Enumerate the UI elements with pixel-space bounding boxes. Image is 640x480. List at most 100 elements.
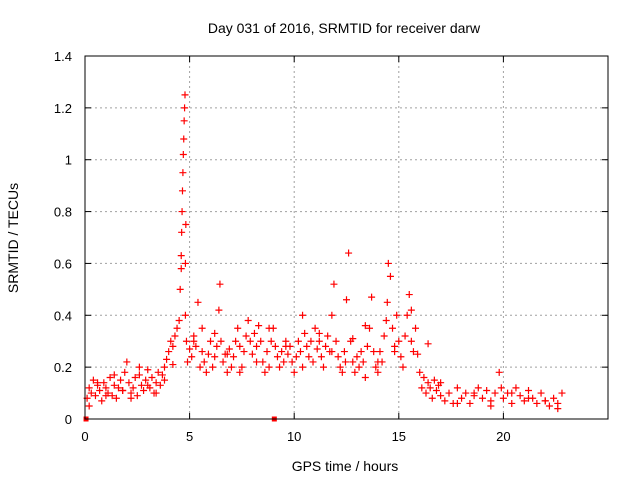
data-point bbox=[353, 353, 361, 361]
data-point bbox=[537, 389, 545, 397]
data-point bbox=[133, 392, 141, 400]
data-point bbox=[100, 379, 108, 387]
data-point bbox=[137, 381, 145, 389]
data-point bbox=[533, 399, 541, 407]
data-point bbox=[495, 368, 503, 376]
data-point bbox=[87, 389, 95, 397]
data-point bbox=[263, 348, 271, 356]
data-point bbox=[374, 368, 382, 376]
data-point bbox=[330, 280, 338, 288]
data-point bbox=[428, 394, 436, 402]
data-point bbox=[154, 368, 162, 376]
data-point bbox=[123, 358, 131, 366]
data-point bbox=[175, 316, 183, 324]
data-point bbox=[430, 376, 438, 384]
data-point bbox=[407, 306, 415, 314]
data-point bbox=[366, 324, 374, 332]
data-point bbox=[248, 350, 256, 358]
data-point bbox=[242, 332, 250, 340]
y-tick-label: 0.6 bbox=[54, 256, 72, 271]
data-point bbox=[178, 187, 186, 195]
data-point bbox=[177, 252, 185, 260]
data-point bbox=[399, 363, 407, 371]
data-point bbox=[142, 376, 150, 384]
data-point bbox=[512, 384, 520, 392]
data-point bbox=[135, 363, 143, 371]
data-point bbox=[181, 311, 189, 319]
data-point bbox=[292, 353, 300, 361]
data-point bbox=[368, 293, 376, 301]
data-point bbox=[303, 342, 311, 350]
data-point bbox=[520, 397, 528, 405]
x-tick-label: 0 bbox=[81, 429, 88, 444]
data-point bbox=[391, 348, 399, 356]
data-point bbox=[219, 358, 227, 366]
data-point bbox=[144, 381, 152, 389]
data-point bbox=[253, 358, 261, 366]
data-point bbox=[158, 371, 166, 379]
data-point bbox=[152, 389, 160, 397]
data-point bbox=[508, 399, 516, 407]
data-point bbox=[85, 402, 93, 410]
data-point bbox=[160, 363, 168, 371]
data-point bbox=[89, 376, 97, 384]
data-point bbox=[288, 358, 296, 366]
data-point bbox=[96, 386, 104, 394]
data-point bbox=[545, 402, 553, 410]
data-point bbox=[296, 348, 304, 356]
y-axis-label: SRMTID / TECUs bbox=[5, 183, 21, 293]
data-point bbox=[516, 392, 524, 400]
data-point bbox=[223, 368, 231, 376]
data-point bbox=[255, 322, 263, 330]
data-point bbox=[250, 329, 258, 337]
data-point bbox=[424, 340, 432, 348]
data-point bbox=[395, 337, 403, 345]
y-tick-label: 1.4 bbox=[54, 49, 72, 64]
data-point bbox=[265, 324, 273, 332]
data-point bbox=[178, 208, 186, 216]
data-point bbox=[317, 353, 325, 361]
data-point bbox=[345, 249, 353, 257]
data-point bbox=[261, 368, 269, 376]
data-point bbox=[525, 386, 533, 394]
data-point bbox=[487, 402, 495, 410]
data-point bbox=[389, 324, 397, 332]
data-point bbox=[194, 298, 202, 306]
data-point bbox=[290, 368, 298, 376]
data-point bbox=[204, 350, 212, 358]
data-point bbox=[550, 394, 558, 402]
data-point bbox=[179, 169, 187, 177]
data-point bbox=[227, 363, 235, 371]
data-point bbox=[418, 384, 426, 392]
data-point bbox=[117, 376, 125, 384]
data-point bbox=[223, 350, 231, 358]
x-axis-ticks: 0 5 10 15 20 bbox=[81, 56, 511, 444]
data-point bbox=[420, 374, 428, 382]
data-point bbox=[152, 379, 160, 387]
data-point bbox=[453, 399, 461, 407]
data-point bbox=[349, 335, 357, 343]
data-point bbox=[370, 348, 378, 356]
data-point bbox=[426, 384, 434, 392]
data-point bbox=[184, 358, 192, 366]
data-point bbox=[332, 337, 340, 345]
data-point bbox=[140, 386, 148, 394]
grid-lines bbox=[85, 56, 608, 419]
data-point bbox=[322, 342, 330, 350]
data-point bbox=[393, 311, 401, 319]
data-point bbox=[280, 358, 288, 366]
data-point bbox=[384, 259, 392, 267]
data-point bbox=[374, 358, 382, 366]
data-point bbox=[357, 348, 365, 356]
data-point bbox=[397, 353, 405, 361]
data-point bbox=[414, 350, 422, 358]
data-point bbox=[257, 337, 265, 345]
data-point bbox=[372, 363, 380, 371]
data-point bbox=[211, 353, 219, 361]
data-point bbox=[176, 285, 184, 293]
data-point bbox=[129, 384, 137, 392]
data-point bbox=[110, 371, 118, 379]
data-point bbox=[169, 342, 177, 350]
data-point bbox=[180, 135, 188, 143]
data-point bbox=[355, 363, 363, 371]
